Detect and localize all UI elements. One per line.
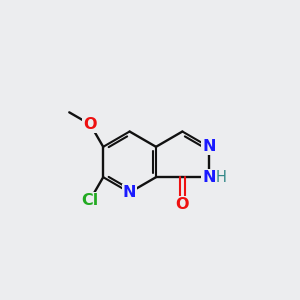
Text: N: N xyxy=(202,139,215,154)
Text: N: N xyxy=(123,185,136,200)
Text: O: O xyxy=(176,197,189,212)
Text: H: H xyxy=(216,170,227,185)
Text: O: O xyxy=(83,117,97,132)
Text: Cl: Cl xyxy=(81,193,98,208)
Text: N: N xyxy=(202,170,215,185)
